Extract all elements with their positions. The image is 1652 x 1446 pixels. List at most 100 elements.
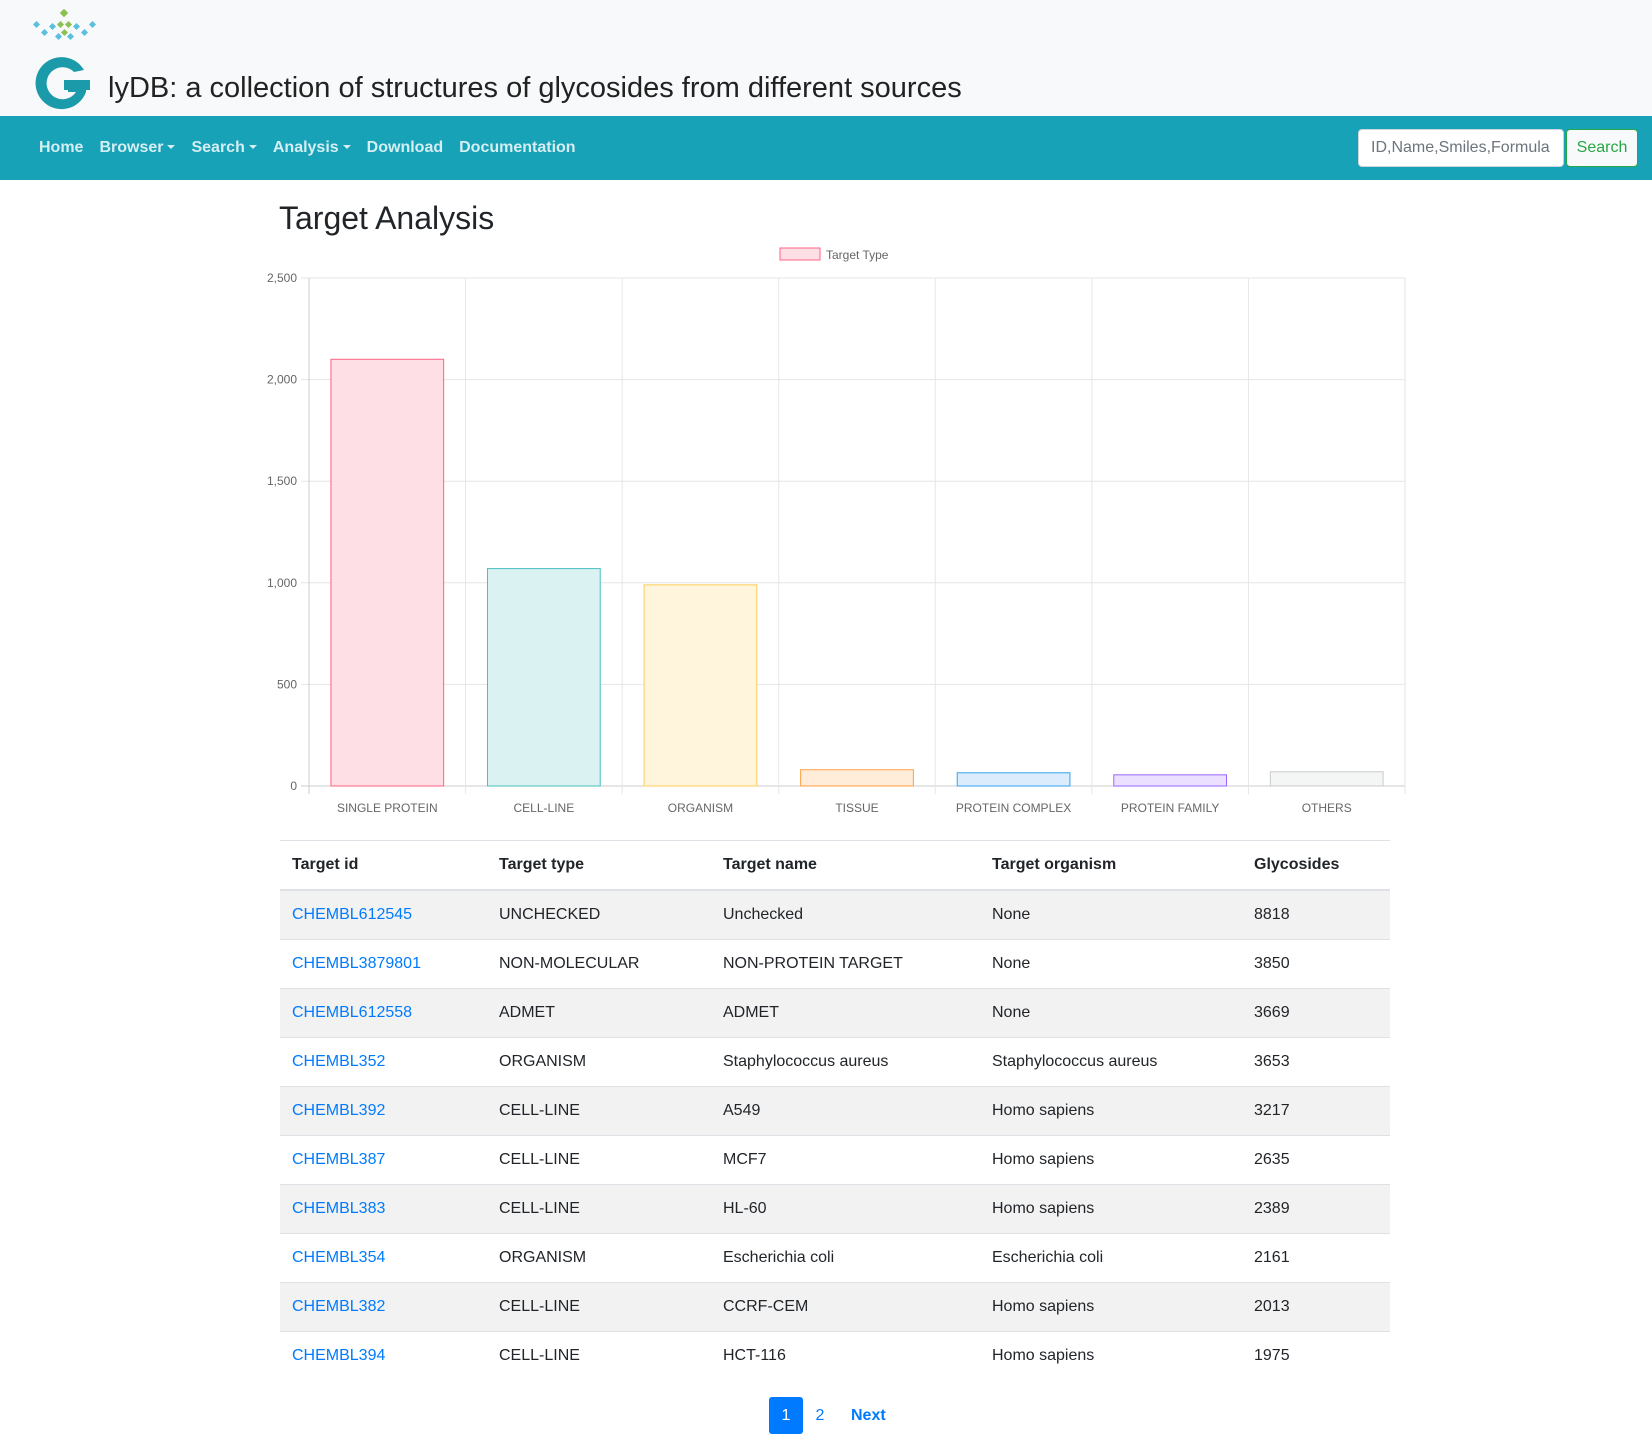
target-name-cell: Staphylococcus aureus xyxy=(711,1037,980,1087)
nav-analysis[interactable]: Analysis xyxy=(273,139,351,157)
target-id-link[interactable]: CHEMBL383 xyxy=(292,1200,386,1217)
glycosides-cell: 3653 xyxy=(1242,1037,1390,1087)
search-button[interactable]: Search xyxy=(1566,129,1638,167)
targets-table: Target id Target type Target name Target… xyxy=(280,840,1390,1380)
target-id-cell: CHEMBL387 xyxy=(280,1135,487,1185)
target-id-link[interactable]: CHEMBL387 xyxy=(292,1151,386,1168)
search-input[interactable] xyxy=(1358,129,1564,167)
col-target-name: Target name xyxy=(711,840,980,891)
col-target-id: Target id xyxy=(280,840,487,891)
nav-download[interactable]: Download xyxy=(366,139,444,156)
target-id-cell: CHEMBL392 xyxy=(280,1086,487,1136)
site-tagline: : a collection of structures of glycosid… xyxy=(169,72,962,104)
page-2-button[interactable]: 2 xyxy=(815,1406,825,1424)
target-id-link[interactable]: CHEMBL612545 xyxy=(292,906,413,923)
site-header: lyDB: a collection of structures of glyc… xyxy=(0,0,1652,116)
target-name-cell: Escherichia coli xyxy=(711,1233,980,1283)
col-target-type: Target type xyxy=(487,840,711,891)
glycosides-cell: 3669 xyxy=(1242,988,1390,1038)
caret-down-icon xyxy=(342,145,351,149)
nav-browser[interactable]: Browser xyxy=(99,139,176,157)
target-type-cell: ORGANISM xyxy=(487,1233,711,1283)
col-target-organism: Target organism xyxy=(980,840,1242,891)
brand-name: lyDB xyxy=(108,72,170,104)
bar-single-protein[interactable] xyxy=(330,358,445,787)
bar-organism[interactable] xyxy=(643,584,758,787)
table-header-row: Target id Target type Target name Target… xyxy=(280,840,1390,891)
table-row: CHEMBL3879801 NON-MOLECULAR NON-PROTEIN TA… xyxy=(280,939,1390,989)
x-tick-label: PROTEIN COMPLEX xyxy=(956,801,1071,815)
target-type-cell: CELL-LINE xyxy=(487,1184,711,1234)
target-type-cell: NON-MOLECULAR xyxy=(487,939,711,989)
legend-swatch[interactable] xyxy=(779,247,821,261)
legend-label: Target Type xyxy=(826,248,889,262)
caret-down-icon xyxy=(248,145,257,149)
target-organism-cell: Homo sapiens xyxy=(980,1331,1242,1380)
glycosides-cell: 2013 xyxy=(1242,1282,1390,1332)
navbar: Home Browser Search Analysis Download Do… xyxy=(0,116,1652,180)
target-id-cell: CHEMBL352 xyxy=(280,1037,487,1087)
target-organism-cell: Homo sapiens xyxy=(980,1282,1242,1332)
target-id-link[interactable]: CHEMBL394 xyxy=(292,1347,386,1364)
target-type-cell: ORGANISM xyxy=(487,1037,711,1087)
target-name-cell: MCF7 xyxy=(711,1135,980,1185)
y-tick-label: 0 xyxy=(290,779,297,793)
glycosides-cell: 3217 xyxy=(1242,1086,1390,1136)
table-row: CHEMBL387 CELL-LINE MCF7 Homo sapiens 2635 xyxy=(280,1135,1390,1185)
table-row: CHEMBL392 CELL-LINE A549 Homo sapiens 3217 xyxy=(280,1086,1390,1136)
target-organism-cell: None xyxy=(980,988,1242,1038)
bar-tissue[interactable] xyxy=(800,769,914,787)
target-name-cell: HCT-116 xyxy=(711,1331,980,1380)
target-name-cell: CCRF-CEM xyxy=(711,1282,980,1332)
target-type-cell: ADMET xyxy=(487,988,711,1038)
target-id-link[interactable]: CHEMBL612558 xyxy=(292,1004,413,1021)
nav-documentation[interactable]: Documentation xyxy=(459,139,576,156)
col-glycosides: Glycosides xyxy=(1242,840,1390,891)
table-row: CHEMBL382 CELL-LINE CCRF-CEM Homo sapiens 20… xyxy=(280,1282,1390,1332)
x-tick-label: CELL-LINE xyxy=(514,801,575,815)
table-row: CHEMBL612545 UNCHECKED Unchecked None 8818 xyxy=(280,889,1390,940)
target-id-link[interactable]: CHEMBL3879801 xyxy=(292,955,421,972)
y-tick-label: 1,000 xyxy=(267,576,297,590)
nav-home[interactable]: Home xyxy=(39,139,84,156)
glycosides-cell: 2389 xyxy=(1242,1184,1390,1234)
x-tick-label: SINGLE PROTEIN xyxy=(337,801,438,815)
table-row: CHEMBL383 CELL-LINE HL-60 Homo sapiens 2389 xyxy=(280,1184,1390,1234)
target-organism-cell: Homo sapiens xyxy=(980,1135,1242,1185)
bar-protein-complex[interactable] xyxy=(956,772,1071,787)
targets-table-container: Target id Target type Target name Target… xyxy=(280,840,1390,1380)
target-id-link[interactable]: CHEMBL382 xyxy=(292,1298,386,1315)
target-id-link[interactable]: CHEMBL352 xyxy=(292,1053,386,1070)
x-tick-label: OTHERS xyxy=(1302,801,1352,815)
x-tick-label: TISSUE xyxy=(835,801,878,815)
bar-cell-line[interactable] xyxy=(486,568,601,787)
glycosides-cell: 3850 xyxy=(1242,939,1390,989)
next-page-button[interactable]: Next xyxy=(851,1406,886,1424)
table-row: CHEMBL352 ORGANISM Staphylococcus aureus St… xyxy=(280,1037,1390,1087)
table-row: CHEMBL612558 ADMET ADMET None 3669 xyxy=(280,988,1390,1038)
target-name-cell: NON-PROTEIN TARGET xyxy=(711,939,980,989)
nav-search[interactable]: Search xyxy=(191,139,257,157)
table-body: CHEMBL612545 UNCHECKED Unchecked None 8818 CH… xyxy=(280,889,1390,1380)
site-title: lyDB: a collection of structures of glyc… xyxy=(108,72,962,105)
bar-protein-family[interactable] xyxy=(1113,774,1228,787)
target-type-cell: CELL-LINE xyxy=(487,1135,711,1185)
table-row: CHEMBL354 ORGANISM Escherichia coli Escheri… xyxy=(280,1233,1390,1283)
page-1-button[interactable]: 1 xyxy=(769,1397,803,1434)
caret-down-icon xyxy=(167,145,176,149)
y-tick-label: 2,000 xyxy=(267,373,297,387)
y-tick-label: 500 xyxy=(277,677,297,691)
glydb-logo[interactable] xyxy=(30,8,100,110)
target-type-cell: UNCHECKED xyxy=(487,889,711,940)
target-id-link[interactable]: CHEMBL392 xyxy=(292,1102,386,1119)
glycosides-cell: 2161 xyxy=(1242,1233,1390,1283)
target-name-cell: HL-60 xyxy=(711,1184,980,1234)
target-id-link[interactable]: CHEMBL354 xyxy=(292,1249,386,1266)
glycosides-cell: 2635 xyxy=(1242,1135,1390,1185)
target-name-cell: A549 xyxy=(711,1086,980,1136)
y-tick-label: 2,500 xyxy=(267,271,297,285)
target-organism-cell: None xyxy=(980,889,1242,940)
target-organism-cell: Homo sapiens xyxy=(980,1184,1242,1234)
bar-others[interactable] xyxy=(1269,771,1384,787)
target-id-cell: CHEMBL612545 xyxy=(280,889,487,940)
